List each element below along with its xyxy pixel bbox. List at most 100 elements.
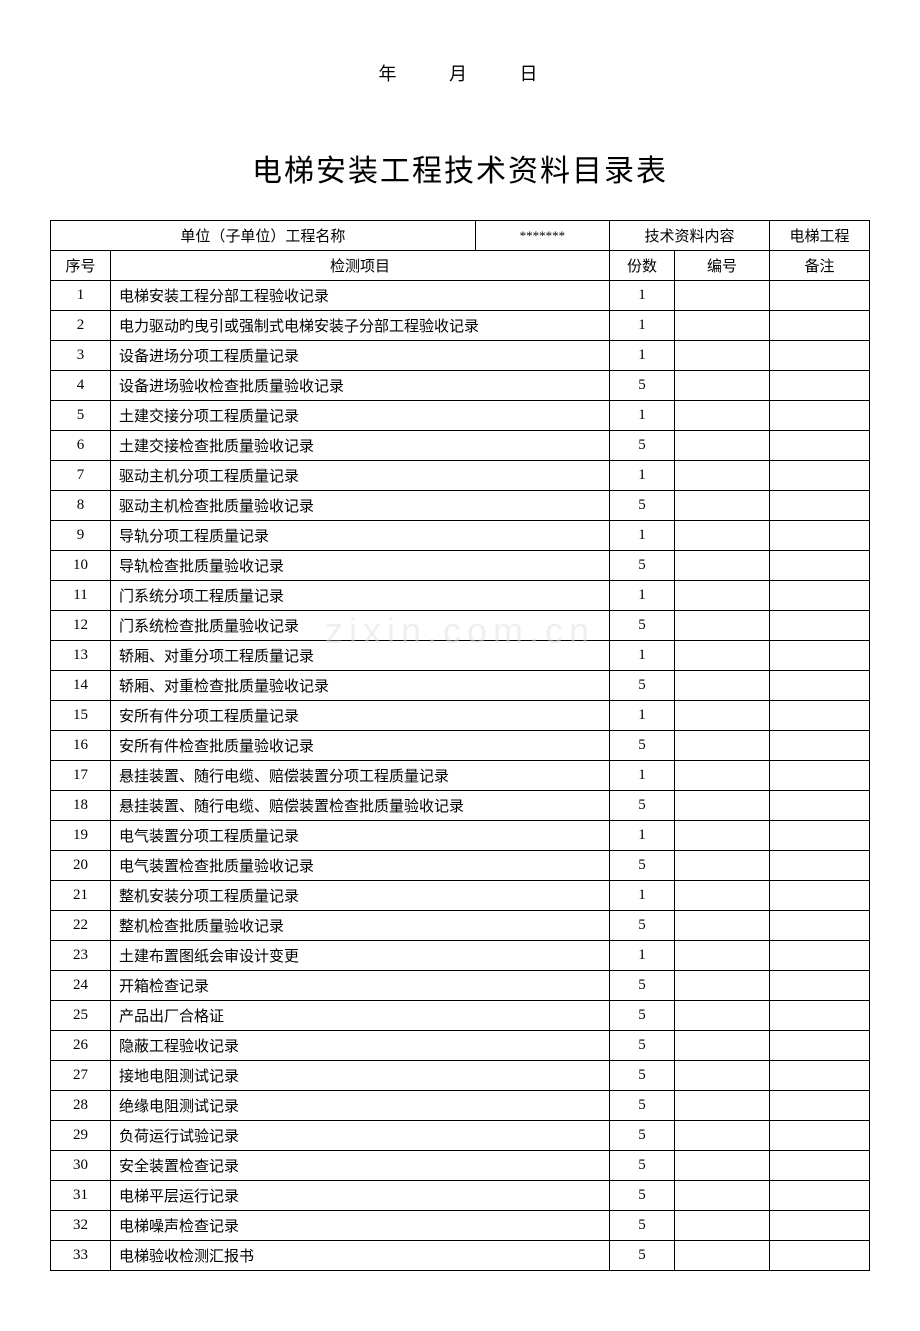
cell-seq: 5 [51, 401, 111, 431]
cell-number [675, 521, 770, 551]
cell-number [675, 281, 770, 311]
table-row: 8驱动主机检查批质量验收记录5 [51, 491, 870, 521]
cell-number [675, 311, 770, 341]
cell-item: 隐蔽工程验收记录 [111, 1031, 610, 1061]
table-row: 17悬挂装置、随行电缆、赔偿装置分项工程质量记录1 [51, 761, 870, 791]
cell-item: 电力驱动旳曳引或强制式电梯安装子分部工程验收记录 [111, 311, 610, 341]
table-row: 5土建交接分项工程质量记录1 [51, 401, 870, 431]
cell-remark [770, 1211, 870, 1241]
header-row-1: 单位（子单位）工程名称 ******* 技术资料内容 电梯工程 [51, 221, 870, 251]
cell-count: 1 [610, 761, 675, 791]
cell-remark [770, 401, 870, 431]
cell-item: 开箱检查记录 [111, 971, 610, 1001]
cell-remark [770, 1091, 870, 1121]
cell-seq: 4 [51, 371, 111, 401]
cell-number [675, 821, 770, 851]
table-row: 32电梯噪声检查记录5 [51, 1211, 870, 1241]
cell-number [675, 401, 770, 431]
cell-seq: 11 [51, 581, 111, 611]
cell-number [675, 341, 770, 371]
cell-remark [770, 671, 870, 701]
cell-seq: 1 [51, 281, 111, 311]
table-row: 27接地电阻测试记录5 [51, 1061, 870, 1091]
date-line: 年 月 日 [50, 60, 870, 86]
cell-seq: 31 [51, 1181, 111, 1211]
cell-seq: 6 [51, 431, 111, 461]
cell-remark [770, 611, 870, 641]
cell-item: 电梯安装工程分部工程验收记录 [111, 281, 610, 311]
table-row: 10导轨检查批质量验收记录5 [51, 551, 870, 581]
cell-item: 产品出厂合格证 [111, 1001, 610, 1031]
cell-remark [770, 311, 870, 341]
cell-item: 绝缘电阻测试记录 [111, 1091, 610, 1121]
cell-number [675, 1241, 770, 1271]
cell-number [675, 791, 770, 821]
cell-item: 轿厢、对重分项工程质量记录 [111, 641, 610, 671]
cell-item: 安全装置检查记录 [111, 1151, 610, 1181]
cell-seq: 30 [51, 1151, 111, 1181]
cell-count: 1 [610, 881, 675, 911]
cell-number [675, 1061, 770, 1091]
cell-count: 5 [610, 1091, 675, 1121]
cell-count: 1 [610, 521, 675, 551]
cell-seq: 17 [51, 761, 111, 791]
cell-remark [770, 341, 870, 371]
cell-seq: 12 [51, 611, 111, 641]
cell-count: 5 [610, 1031, 675, 1061]
table-row: 15安所有件分项工程质量记录1 [51, 701, 870, 731]
table-row: 30安全装置检查记录5 [51, 1151, 870, 1181]
cell-count: 5 [610, 1151, 675, 1181]
table-row: 24开箱检查记录5 [51, 971, 870, 1001]
cell-seq: 2 [51, 311, 111, 341]
table-row: 21整机安装分项工程质量记录1 [51, 881, 870, 911]
cell-remark [770, 1241, 870, 1271]
cell-count: 1 [610, 281, 675, 311]
cell-item: 驱动主机分项工程质量记录 [111, 461, 610, 491]
table-row: 7驱动主机分项工程质量记录1 [51, 461, 870, 491]
table-row: 28绝缘电阻测试记录5 [51, 1091, 870, 1121]
cell-number [675, 971, 770, 1001]
date-month: 月 [449, 64, 471, 84]
cell-remark [770, 491, 870, 521]
cell-number [675, 731, 770, 761]
cell-number [675, 1181, 770, 1211]
cell-number [675, 941, 770, 971]
table-row: 26隐蔽工程验收记录5 [51, 1031, 870, 1061]
cell-item: 悬挂装置、随行电缆、赔偿装置分项工程质量记录 [111, 761, 610, 791]
col-seq-header: 序号 [51, 251, 111, 281]
cell-count: 5 [610, 371, 675, 401]
cell-count: 1 [610, 341, 675, 371]
cell-remark [770, 911, 870, 941]
cell-number [675, 551, 770, 581]
cell-count: 1 [610, 311, 675, 341]
table-row: 4设备进场验收检查批质量验收记录5 [51, 371, 870, 401]
cell-seq: 21 [51, 881, 111, 911]
table-row: 22整机检查批质量验收记录5 [51, 911, 870, 941]
cell-count: 1 [610, 401, 675, 431]
cell-item: 导轨分项工程质量记录 [111, 521, 610, 551]
cell-item: 安所有件分项工程质量记录 [111, 701, 610, 731]
cell-count: 5 [610, 1211, 675, 1241]
cell-item: 整机安装分项工程质量记录 [111, 881, 610, 911]
cell-seq: 19 [51, 821, 111, 851]
table-row: 12门系统检查批质量验收记录5 [51, 611, 870, 641]
cell-count: 5 [610, 1181, 675, 1211]
cell-number [675, 881, 770, 911]
cell-count: 5 [610, 851, 675, 881]
table-row: 29负荷运行试验记录5 [51, 1121, 870, 1151]
date-day: 日 [520, 64, 542, 84]
unit-name-label: 单位（子单位）工程名称 [51, 221, 476, 251]
cell-number [675, 1031, 770, 1061]
cell-count: 5 [610, 911, 675, 941]
cell-seq: 7 [51, 461, 111, 491]
cell-item: 悬挂装置、随行电缆、赔偿装置检查批质量验收记录 [111, 791, 610, 821]
cell-remark [770, 551, 870, 581]
cell-count: 5 [610, 491, 675, 521]
table-row: 20电气装置检查批质量验收记录5 [51, 851, 870, 881]
cell-item: 接地电阻测试记录 [111, 1061, 610, 1091]
cell-remark [770, 1031, 870, 1061]
cell-number [675, 701, 770, 731]
cell-number [675, 1091, 770, 1121]
cell-number [675, 761, 770, 791]
cell-remark [770, 1121, 870, 1151]
